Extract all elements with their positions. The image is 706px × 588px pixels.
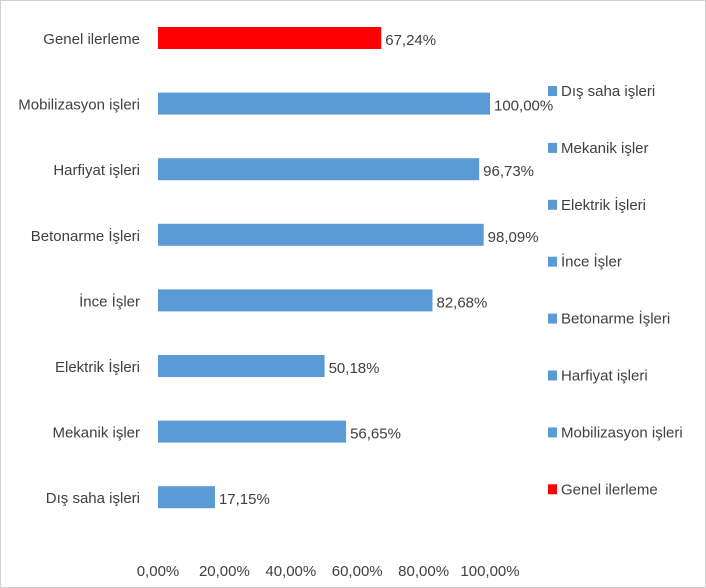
legend-swatch: [548, 199, 557, 210]
y-tick-label: Betonarme İşleri: [31, 227, 140, 245]
legend-label: Betonarme İşleri: [561, 310, 670, 328]
legend-label: Elektrik İşleri: [561, 196, 646, 214]
x-tick-label: 80,00%: [398, 563, 449, 580]
value-label: 98,09%: [488, 229, 539, 246]
y-tick-label: Dış saha işleri: [46, 490, 140, 507]
legend-swatch: [548, 370, 557, 381]
bar: [158, 355, 325, 377]
legend-label: Mekanik işler: [561, 140, 649, 157]
value-label: 56,65%: [350, 426, 401, 443]
legend-label: Genel ilerleme: [561, 481, 658, 498]
value-label: 100,00%: [494, 98, 553, 115]
bar: [158, 289, 433, 312]
bar: [158, 223, 484, 246]
y-tick-label: Elektrik İşleri: [55, 358, 140, 376]
value-label: 67,24%: [385, 32, 436, 49]
legend-swatch: [548, 142, 557, 153]
y-tick-label: Mekanik işler: [52, 425, 140, 442]
legend-label: İnce İşler: [561, 253, 622, 271]
x-tick-label: 100,00%: [460, 563, 519, 580]
legend-label: Dış saha işleri: [561, 83, 655, 100]
x-tick-label: 40,00%: [265, 563, 316, 580]
legend-swatch: [548, 484, 557, 495]
y-tick-label: Mobilizasyon işleri: [18, 97, 140, 114]
bar: [158, 158, 480, 181]
legend-swatch: [548, 427, 557, 438]
value-label: 50,18%: [329, 360, 380, 377]
bar: [158, 27, 382, 49]
value-label: 82,68%: [436, 294, 487, 311]
y-tick-label: Genel ilerleme: [43, 31, 140, 48]
bar: [158, 486, 215, 509]
value-label: 17,15%: [219, 491, 270, 508]
legend-label: Mobilizasyon işleri: [561, 424, 683, 441]
legend-label: Harfiyat işleri: [561, 367, 648, 384]
y-tick-label: İnce İşler: [79, 292, 140, 310]
value-label: 96,73%: [483, 163, 534, 180]
x-tick-label: 20,00%: [199, 563, 250, 580]
x-tick-label: 0,00%: [137, 563, 180, 580]
bar: [158, 92, 490, 115]
y-tick-label: Harfiyat işleri: [53, 162, 140, 179]
x-tick-label: 60,00%: [332, 563, 383, 580]
legend-swatch: [548, 86, 557, 96]
bar: [158, 420, 347, 443]
legend-swatch: [548, 256, 557, 267]
legend-swatch: [548, 313, 557, 324]
